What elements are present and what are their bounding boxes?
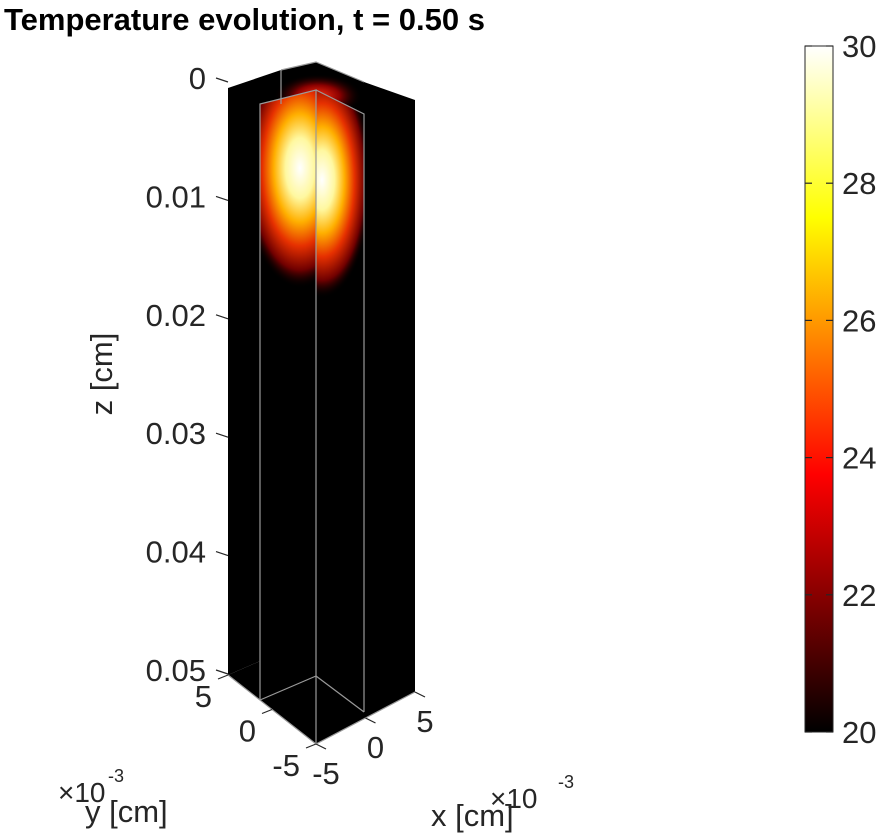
z-tick-label: 0 xyxy=(189,61,206,96)
y-axis-exponent-base: ×10 xyxy=(58,777,106,808)
x-tick-label: 5 xyxy=(416,704,433,739)
y-tick-label: -5 xyxy=(272,748,300,783)
x-axis-exponent-base: ×10 xyxy=(490,783,538,814)
z-tick-mark xyxy=(215,77,229,83)
colorbar-tick-label: 22 xyxy=(842,578,876,613)
x-axis: -5 05 xyxy=(312,691,434,791)
colorbar-ticks: 20 22 24 26 28 30 xyxy=(805,29,876,750)
colorbar-tick-label: 28 xyxy=(842,166,876,201)
z-tick-mark xyxy=(215,669,229,675)
y-axis-exponent-power: -3 xyxy=(108,766,124,786)
volume-slices xyxy=(228,62,415,744)
z-tick-mark xyxy=(215,551,229,557)
bottom-face xyxy=(228,652,415,744)
x-tick-label: -5 xyxy=(312,756,340,791)
z-tick-label: 0.01 xyxy=(146,179,206,214)
y-axis-label: y [cm] xyxy=(85,794,168,829)
y-axis: 50 -5 xyxy=(195,674,317,783)
edge-bottom-inner xyxy=(259,675,317,701)
z-tick-label: 0.04 xyxy=(146,535,206,570)
hotspot-left xyxy=(260,90,316,288)
y-tick-label: 0 xyxy=(239,714,256,749)
edge-top xyxy=(280,61,365,83)
colorbar-tick-label: 26 xyxy=(842,303,876,338)
y-tick-mark xyxy=(261,708,273,715)
x-tick-mark xyxy=(365,717,376,724)
edge-front-left xyxy=(259,89,317,744)
edge-bottom-inner-2 xyxy=(315,675,365,713)
z-axis: 0 0.01 0.02 0.03 0.04 0.05 xyxy=(146,61,229,688)
hotspot-right xyxy=(316,90,364,298)
colorbar-tick-label: 24 xyxy=(842,441,876,476)
colorbar-tick-label: 30 xyxy=(842,29,876,64)
z-axis-label: z [cm] xyxy=(84,333,119,416)
z-tick-mark xyxy=(215,432,229,438)
x-axis-exponent-power: -3 xyxy=(558,772,574,792)
y-tick-mark xyxy=(305,743,317,749)
z-tick-label: 0.02 xyxy=(146,298,206,333)
z-tick-label: 0.03 xyxy=(146,416,206,451)
z-tick-mark xyxy=(215,314,229,320)
back-right-face xyxy=(364,82,415,712)
z-tick-mark xyxy=(215,195,229,201)
edge-front-right xyxy=(315,89,365,712)
y-tick-label: 5 xyxy=(195,679,212,714)
colorbar xyxy=(804,45,834,733)
z-tick-label: 0.05 xyxy=(146,653,206,688)
y-tick-mark xyxy=(217,674,229,680)
x-axis-label: x [cm] xyxy=(431,798,514,833)
x-tick-mark xyxy=(414,691,426,698)
x-tick-label: 0 xyxy=(367,730,384,765)
x-tick-mark xyxy=(315,743,327,750)
chart-title: Temperature evolution, t = 0.50 s xyxy=(4,2,485,37)
colorbar-tick-label: 20 xyxy=(842,715,876,750)
